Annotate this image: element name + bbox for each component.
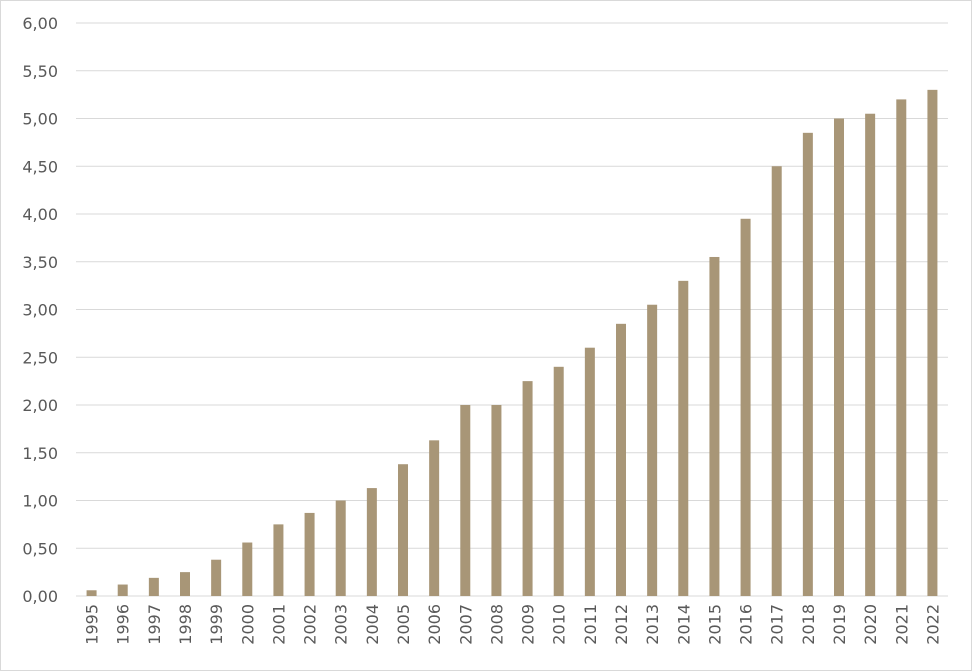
bar-2006 bbox=[429, 440, 440, 596]
y-tick-label: 2,50 bbox=[22, 348, 58, 367]
y-tick-label: 6,00 bbox=[22, 14, 58, 33]
bar-2010 bbox=[553, 366, 564, 596]
x-axis-labels: 1995 1996 1997 1998 1999 2000 2001 2002 2003 2004… bbox=[83, 604, 943, 645]
x-tick-label: 2012 bbox=[612, 604, 631, 645]
x-tick-label: 1996 bbox=[114, 604, 133, 645]
bar-2008 bbox=[491, 405, 502, 596]
bars bbox=[86, 89, 938, 597]
x-tick-label: 2013 bbox=[643, 604, 662, 645]
x-tick-label: 2007 bbox=[456, 604, 475, 645]
x-tick-label: 2019 bbox=[830, 604, 849, 645]
bar-2011 bbox=[584, 347, 595, 596]
y-tick-label: 3,00 bbox=[22, 301, 58, 320]
x-tick-label: 2006 bbox=[425, 604, 444, 645]
bar-2009 bbox=[522, 381, 533, 596]
x-tick-label: 2009 bbox=[519, 604, 538, 645]
x-tick-label: 2011 bbox=[581, 604, 600, 645]
y-tick-label: 5,50 bbox=[22, 62, 58, 81]
y-tick-label: 1,00 bbox=[22, 492, 58, 511]
y-tick-label: 0,50 bbox=[22, 539, 58, 558]
x-tick-label: 2004 bbox=[363, 604, 382, 645]
bar-1998 bbox=[180, 572, 190, 596]
bar-2017 bbox=[771, 166, 782, 596]
x-tick-label: 2018 bbox=[799, 604, 818, 645]
bar-1996 bbox=[117, 584, 128, 596]
y-tick-label: 4,50 bbox=[22, 157, 58, 176]
bar-1997 bbox=[148, 577, 159, 596]
x-tick-label: 1995 bbox=[83, 604, 102, 645]
bar-2004 bbox=[366, 488, 377, 596]
x-tick-label: 2015 bbox=[705, 604, 724, 645]
y-tick-label: 3,50 bbox=[22, 253, 58, 272]
y-tick-label: 0,00 bbox=[22, 587, 58, 606]
bar-2012 bbox=[616, 323, 626, 596]
x-tick-label: 1999 bbox=[207, 604, 226, 645]
bar-2016 bbox=[740, 218, 751, 596]
bar-2001 bbox=[273, 524, 284, 596]
bar-2015 bbox=[709, 256, 720, 596]
x-tick-label: 2020 bbox=[861, 604, 880, 645]
x-tick-label: 2002 bbox=[301, 604, 320, 645]
x-tick-label: 2010 bbox=[550, 604, 569, 645]
bar-2014 bbox=[678, 280, 689, 596]
x-tick-label: 2016 bbox=[737, 604, 756, 645]
x-tick-label: 2001 bbox=[269, 604, 288, 645]
x-tick-label: 2005 bbox=[394, 604, 413, 645]
y-tick-label: 5,00 bbox=[22, 110, 58, 129]
y-tick-label: 4,00 bbox=[22, 205, 58, 224]
bar-2022 bbox=[927, 89, 938, 596]
bar-2003 bbox=[335, 500, 346, 596]
y-axis-labels: 0,00 0,50 1,00 1,50 2,00 2,50 3,00 3,50 4,00 4,50… bbox=[22, 14, 58, 606]
bar-2002 bbox=[304, 512, 315, 596]
bar-2021 bbox=[896, 99, 907, 597]
bar-2018 bbox=[802, 132, 813, 596]
bar-2013 bbox=[647, 304, 658, 596]
bar-2005 bbox=[398, 464, 408, 596]
x-tick-label: 2003 bbox=[332, 604, 351, 645]
x-tick-label: 2000 bbox=[238, 604, 257, 645]
x-tick-label: 2014 bbox=[674, 604, 693, 645]
x-tick-label: 2017 bbox=[768, 604, 787, 645]
x-tick-label: 2022 bbox=[923, 604, 942, 645]
x-tick-label: 1998 bbox=[176, 604, 195, 645]
bar-1999 bbox=[211, 559, 222, 596]
x-tick-label: 1997 bbox=[145, 604, 164, 645]
x-tick-label: 2021 bbox=[892, 604, 911, 645]
bar-2020 bbox=[865, 113, 876, 596]
x-tick-label: 2008 bbox=[487, 604, 506, 645]
gridlines bbox=[76, 22, 948, 597]
bar-2007 bbox=[460, 405, 471, 596]
y-tick-label: 1,50 bbox=[22, 444, 58, 463]
bar-2019 bbox=[834, 118, 844, 596]
y-tick-label: 2,00 bbox=[22, 396, 58, 415]
bar-2000 bbox=[242, 542, 253, 596]
bar-1995 bbox=[86, 590, 97, 596]
